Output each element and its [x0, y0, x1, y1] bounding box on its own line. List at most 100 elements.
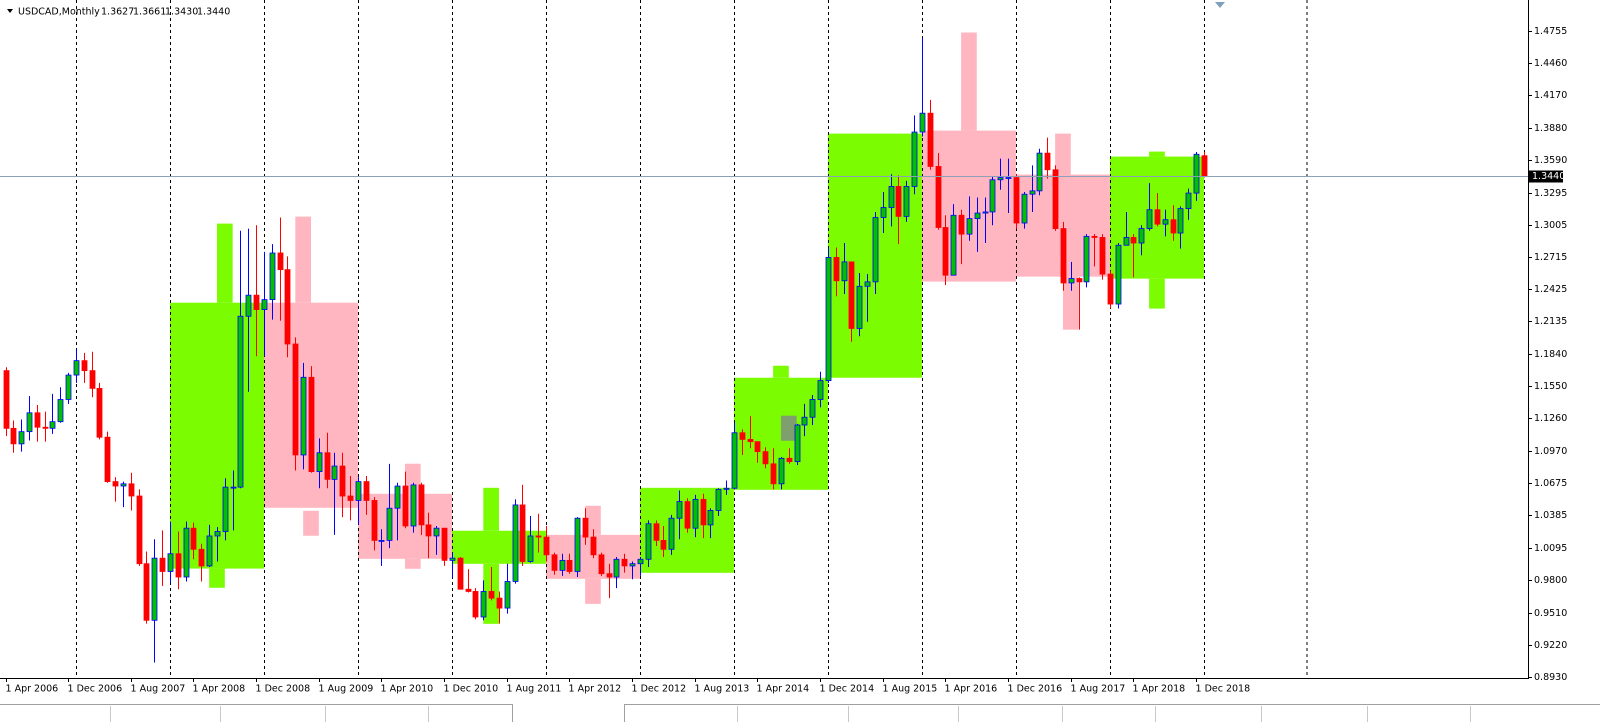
candle-body [762, 451, 769, 465]
candle-body [1138, 228, 1145, 244]
candle-body [1177, 208, 1184, 234]
candle-body [927, 112, 934, 167]
candle-body [606, 573, 613, 578]
candle-body [1013, 177, 1020, 224]
y-tick-label: 1.0095 [1534, 543, 1567, 554]
range-box [1149, 278, 1165, 309]
candle-body [371, 500, 378, 541]
candle-body [1068, 278, 1075, 284]
range-box [483, 487, 499, 531]
candle-body [880, 207, 887, 218]
candle-body [378, 540, 385, 542]
candles [3, 37, 1208, 663]
range-box [585, 505, 601, 535]
candle-body [214, 531, 221, 537]
candle-body [1201, 155, 1208, 177]
x-tick-label: 1 Apr 2018 [1133, 684, 1186, 695]
candle-body [637, 558, 644, 565]
ohlc-label: 1.3661 [133, 7, 166, 18]
candle-body [10, 427, 17, 445]
candle-body [324, 452, 331, 480]
candle-body [1170, 219, 1177, 234]
ohlc-label: 1.3440 [197, 7, 230, 18]
range-box [773, 365, 789, 378]
candle-body [864, 281, 871, 287]
candle-body [958, 214, 965, 235]
candle-body [465, 588, 472, 592]
candle-body [363, 481, 370, 501]
candle-body [566, 559, 573, 572]
candle-body [1115, 244, 1122, 305]
candle-body [715, 488, 722, 511]
candle-body [18, 431, 25, 445]
candle-body [629, 563, 636, 567]
shift-marker [1215, 2, 1225, 8]
y-tick-label: 1.1260 [1534, 413, 1567, 424]
candle-body [183, 527, 190, 578]
y-tick-label: 1.0385 [1534, 510, 1567, 521]
candle-body [621, 558, 628, 567]
candle-body [57, 399, 64, 423]
symbol: USDCAD,Monthly [18, 7, 100, 18]
candle-body [457, 557, 464, 590]
candle-body [198, 548, 205, 567]
candle-body [73, 360, 80, 376]
candle-body [1060, 228, 1067, 284]
candle-body [136, 495, 143, 565]
candle-body [410, 484, 417, 527]
candle-body [26, 412, 33, 433]
candle-body [504, 581, 511, 609]
x-tick-label: 1 Aug 2009 [319, 684, 374, 695]
x-tick-label: 1 Aug 2015 [883, 684, 938, 695]
candle-body [253, 294, 260, 310]
candle-body [190, 527, 197, 550]
tab-strip [0, 704, 1600, 722]
y-tick-label: 1.3880 [1534, 123, 1567, 134]
candle-body [355, 481, 362, 501]
candle-body [919, 112, 926, 133]
candle-body [206, 535, 213, 567]
candle-body [277, 252, 284, 271]
candle-body [1083, 235, 1090, 283]
candle-body [331, 465, 338, 480]
candle-body [96, 387, 103, 438]
range-box [209, 568, 225, 588]
candle-body [3, 370, 10, 429]
candle-body [950, 214, 957, 276]
candle-body [707, 510, 714, 526]
candle-body [81, 360, 88, 372]
candle-body [966, 218, 973, 235]
candle-body [49, 421, 56, 429]
candle-body [825, 257, 832, 382]
candle-body [1162, 219, 1169, 225]
y-tick-label: 0.9800 [1534, 575, 1567, 586]
price-tag [1529, 170, 1563, 183]
range-box [404, 558, 421, 569]
candle-body [668, 517, 675, 550]
y-tick-label: 0.9510 [1534, 608, 1567, 619]
candle-body [245, 294, 252, 317]
candle-body [559, 559, 566, 571]
candle-body [997, 177, 1004, 181]
range-box [1062, 276, 1079, 330]
candle-body [167, 553, 174, 572]
y-tick-label: 1.4460 [1534, 58, 1567, 69]
candle-body [574, 517, 581, 572]
candle-body [527, 535, 534, 562]
candle-body [488, 591, 495, 599]
x-tick-label: 1 Dec 2014 [820, 684, 875, 695]
x-tick-label: 1 Aug 2007 [131, 684, 186, 695]
y-tick-label: 1.1840 [1534, 349, 1567, 360]
ohlc-label: 1.3430 [165, 7, 198, 18]
candle-body [1099, 237, 1106, 275]
candle-body [723, 487, 730, 490]
range-box [585, 578, 601, 604]
candle-body [496, 597, 503, 609]
candle-body [34, 412, 41, 428]
candle-body [856, 285, 863, 329]
candle-body [347, 495, 354, 501]
range-box [216, 223, 233, 303]
candle-body [684, 501, 691, 529]
x-tick-label: 1 Aug 2011 [507, 684, 562, 695]
